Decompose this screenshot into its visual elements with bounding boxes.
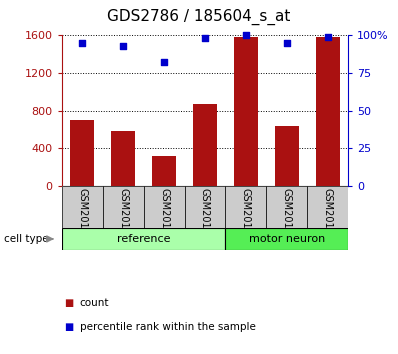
Text: GSM201993: GSM201993 bbox=[241, 188, 251, 247]
Text: GSM201989: GSM201989 bbox=[77, 188, 87, 247]
Text: reference: reference bbox=[117, 234, 170, 244]
Text: motor neuron: motor neuron bbox=[249, 234, 325, 244]
Bar bbox=[266, 186, 307, 228]
Text: percentile rank within the sample: percentile rank within the sample bbox=[80, 322, 256, 332]
Text: count: count bbox=[80, 298, 109, 308]
Point bbox=[79, 40, 85, 46]
Point bbox=[161, 59, 167, 65]
Bar bbox=[62, 228, 225, 250]
Text: GDS2786 / 185604_s_at: GDS2786 / 185604_s_at bbox=[107, 9, 291, 25]
Bar bbox=[225, 186, 266, 228]
Bar bbox=[275, 126, 299, 186]
Text: GSM201994: GSM201994 bbox=[282, 188, 292, 247]
Point bbox=[284, 40, 290, 46]
Text: GSM201992: GSM201992 bbox=[200, 188, 210, 247]
Point bbox=[325, 34, 331, 40]
Point bbox=[202, 35, 208, 41]
Point bbox=[120, 43, 126, 49]
Text: cell type: cell type bbox=[4, 234, 49, 244]
Bar bbox=[103, 186, 144, 228]
Point bbox=[243, 33, 249, 38]
Text: GSM201995: GSM201995 bbox=[323, 188, 333, 247]
Bar bbox=[111, 131, 135, 186]
Text: GSM201990: GSM201990 bbox=[118, 188, 128, 247]
Bar bbox=[307, 186, 348, 228]
Text: GSM201991: GSM201991 bbox=[159, 188, 169, 247]
Bar bbox=[316, 37, 340, 186]
Bar bbox=[62, 186, 103, 228]
Bar bbox=[152, 156, 176, 186]
Bar bbox=[193, 104, 217, 186]
Bar bbox=[144, 186, 185, 228]
Text: ■: ■ bbox=[64, 322, 73, 332]
Text: ■: ■ bbox=[64, 298, 73, 308]
Bar bbox=[234, 37, 258, 186]
Bar bbox=[185, 186, 225, 228]
Bar bbox=[70, 120, 94, 186]
Bar bbox=[225, 228, 348, 250]
